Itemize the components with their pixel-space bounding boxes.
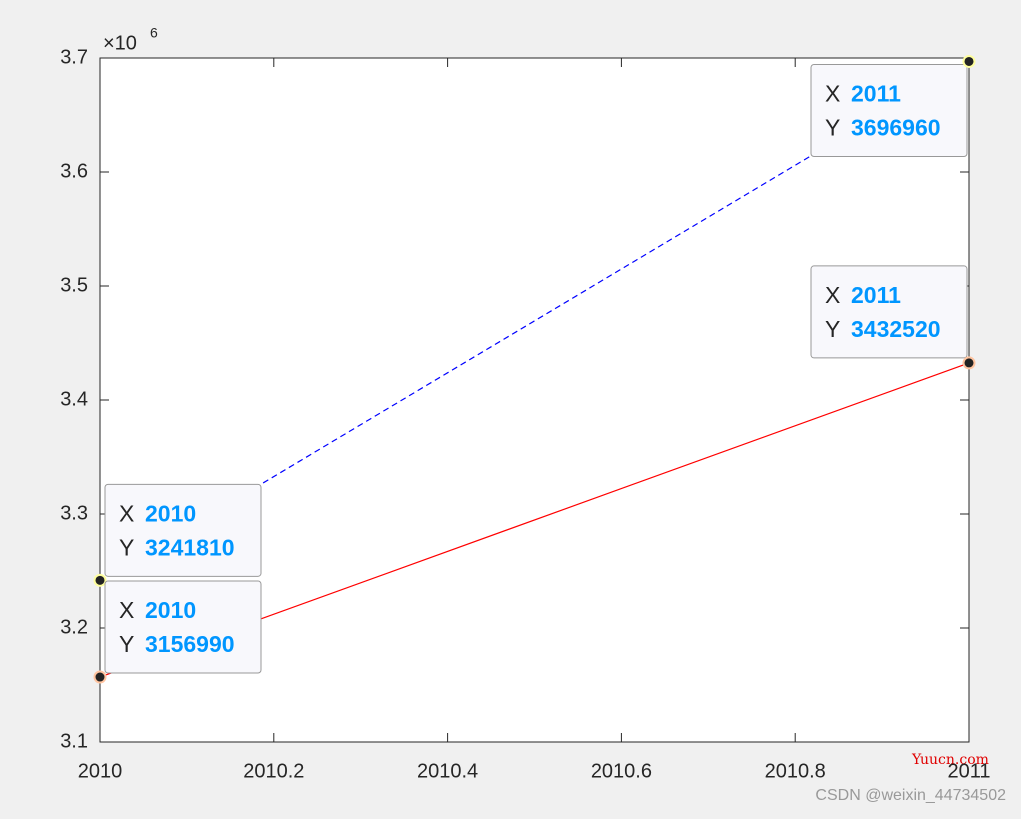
y-tick-label: 3.7 bbox=[60, 46, 88, 68]
marker bbox=[962, 356, 976, 370]
x-tick-label: 2010.8 bbox=[765, 760, 826, 782]
datatip-label: Y bbox=[119, 631, 134, 657]
datatip-value: 2011 bbox=[851, 81, 901, 107]
x-tick-label: 2010.4 bbox=[417, 760, 478, 782]
marker bbox=[962, 54, 976, 68]
watermark: CSDN @weixin_44734502 bbox=[815, 787, 1006, 804]
watermark: Yuucn.com bbox=[911, 752, 989, 768]
datatip-label: X bbox=[119, 500, 134, 526]
x-tick-label: 2010.2 bbox=[243, 760, 304, 782]
x-tick-label: 2010.6 bbox=[591, 760, 652, 782]
datatip-value: 3696960 bbox=[851, 115, 941, 141]
datatip-value: 2010 bbox=[145, 500, 196, 526]
datatip-box bbox=[810, 63, 968, 157]
datatip-value: 2010 bbox=[145, 597, 196, 623]
datatip-label: Y bbox=[119, 534, 134, 560]
datatip-box bbox=[104, 580, 262, 674]
datatip-label: X bbox=[119, 597, 134, 623]
y-tick-label: 3.2 bbox=[60, 616, 88, 638]
exponent-base: ×10 bbox=[103, 32, 137, 54]
datatip-value: 2011 bbox=[851, 282, 901, 308]
datatip-label: Y bbox=[825, 115, 840, 141]
datatip-label: Y bbox=[825, 316, 840, 342]
y-tick-label: 3.6 bbox=[60, 160, 88, 182]
datatip-value: 3241810 bbox=[145, 534, 235, 560]
marker bbox=[93, 573, 107, 587]
marker bbox=[93, 670, 107, 684]
x-tick-label: 2011 bbox=[947, 760, 990, 782]
datatip-label: X bbox=[825, 282, 840, 308]
y-tick-label: 3.5 bbox=[60, 274, 88, 296]
y-tick-label: 3.1 bbox=[60, 730, 88, 752]
exponent-power: 6 bbox=[150, 25, 158, 41]
x-tick-label: 2010 bbox=[78, 760, 123, 782]
datatip-value: 3432520 bbox=[851, 316, 941, 342]
datatip-value: 3156990 bbox=[145, 631, 235, 657]
datatip-box bbox=[810, 265, 968, 359]
y-tick-label: 3.4 bbox=[60, 388, 88, 410]
datatip-box bbox=[104, 483, 262, 577]
y-tick-label: 3.3 bbox=[60, 502, 88, 524]
datatip-label: X bbox=[825, 81, 840, 107]
